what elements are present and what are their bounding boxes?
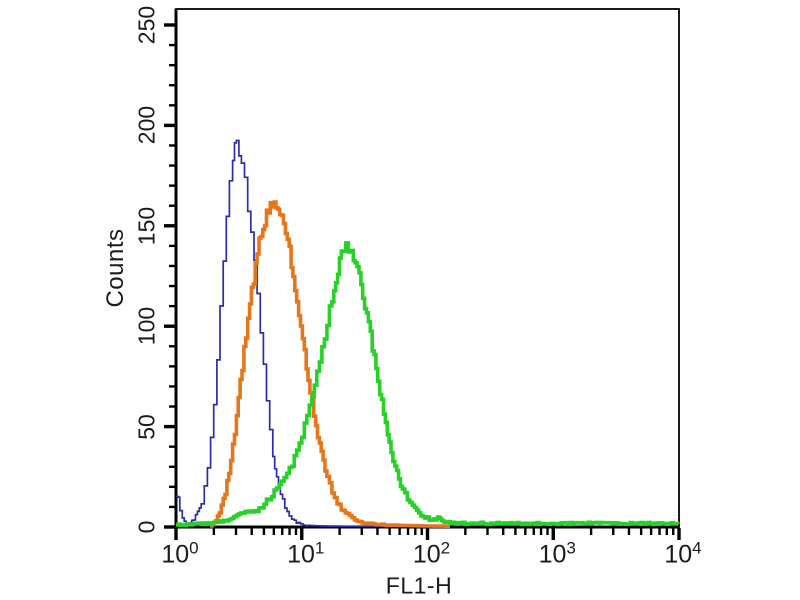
y-tick-label: 250	[133, 5, 160, 45]
x-tick-label: 103	[538, 538, 576, 569]
y-tick-label: 200	[133, 106, 160, 145]
x-tick-label: 101	[287, 538, 325, 569]
y-tick-label: 0	[133, 520, 160, 534]
x-axis-title: FL1-H	[385, 572, 453, 599]
y-axis-title: Counts	[102, 228, 129, 308]
x-tick-label: 102	[412, 538, 451, 569]
x-tick-label: 104	[664, 538, 702, 569]
y-tick-label: 50	[133, 413, 160, 440]
y-tick-label: 100	[133, 307, 160, 346]
green-histogram-curve	[176, 241, 680, 528]
blue-histogram-curve	[176, 139, 430, 528]
y-tick-label: 150	[133, 206, 160, 245]
orange-histogram-curve	[210, 200, 451, 528]
x-tick-label: 100	[161, 538, 199, 569]
plot-border	[175, 8, 680, 528]
